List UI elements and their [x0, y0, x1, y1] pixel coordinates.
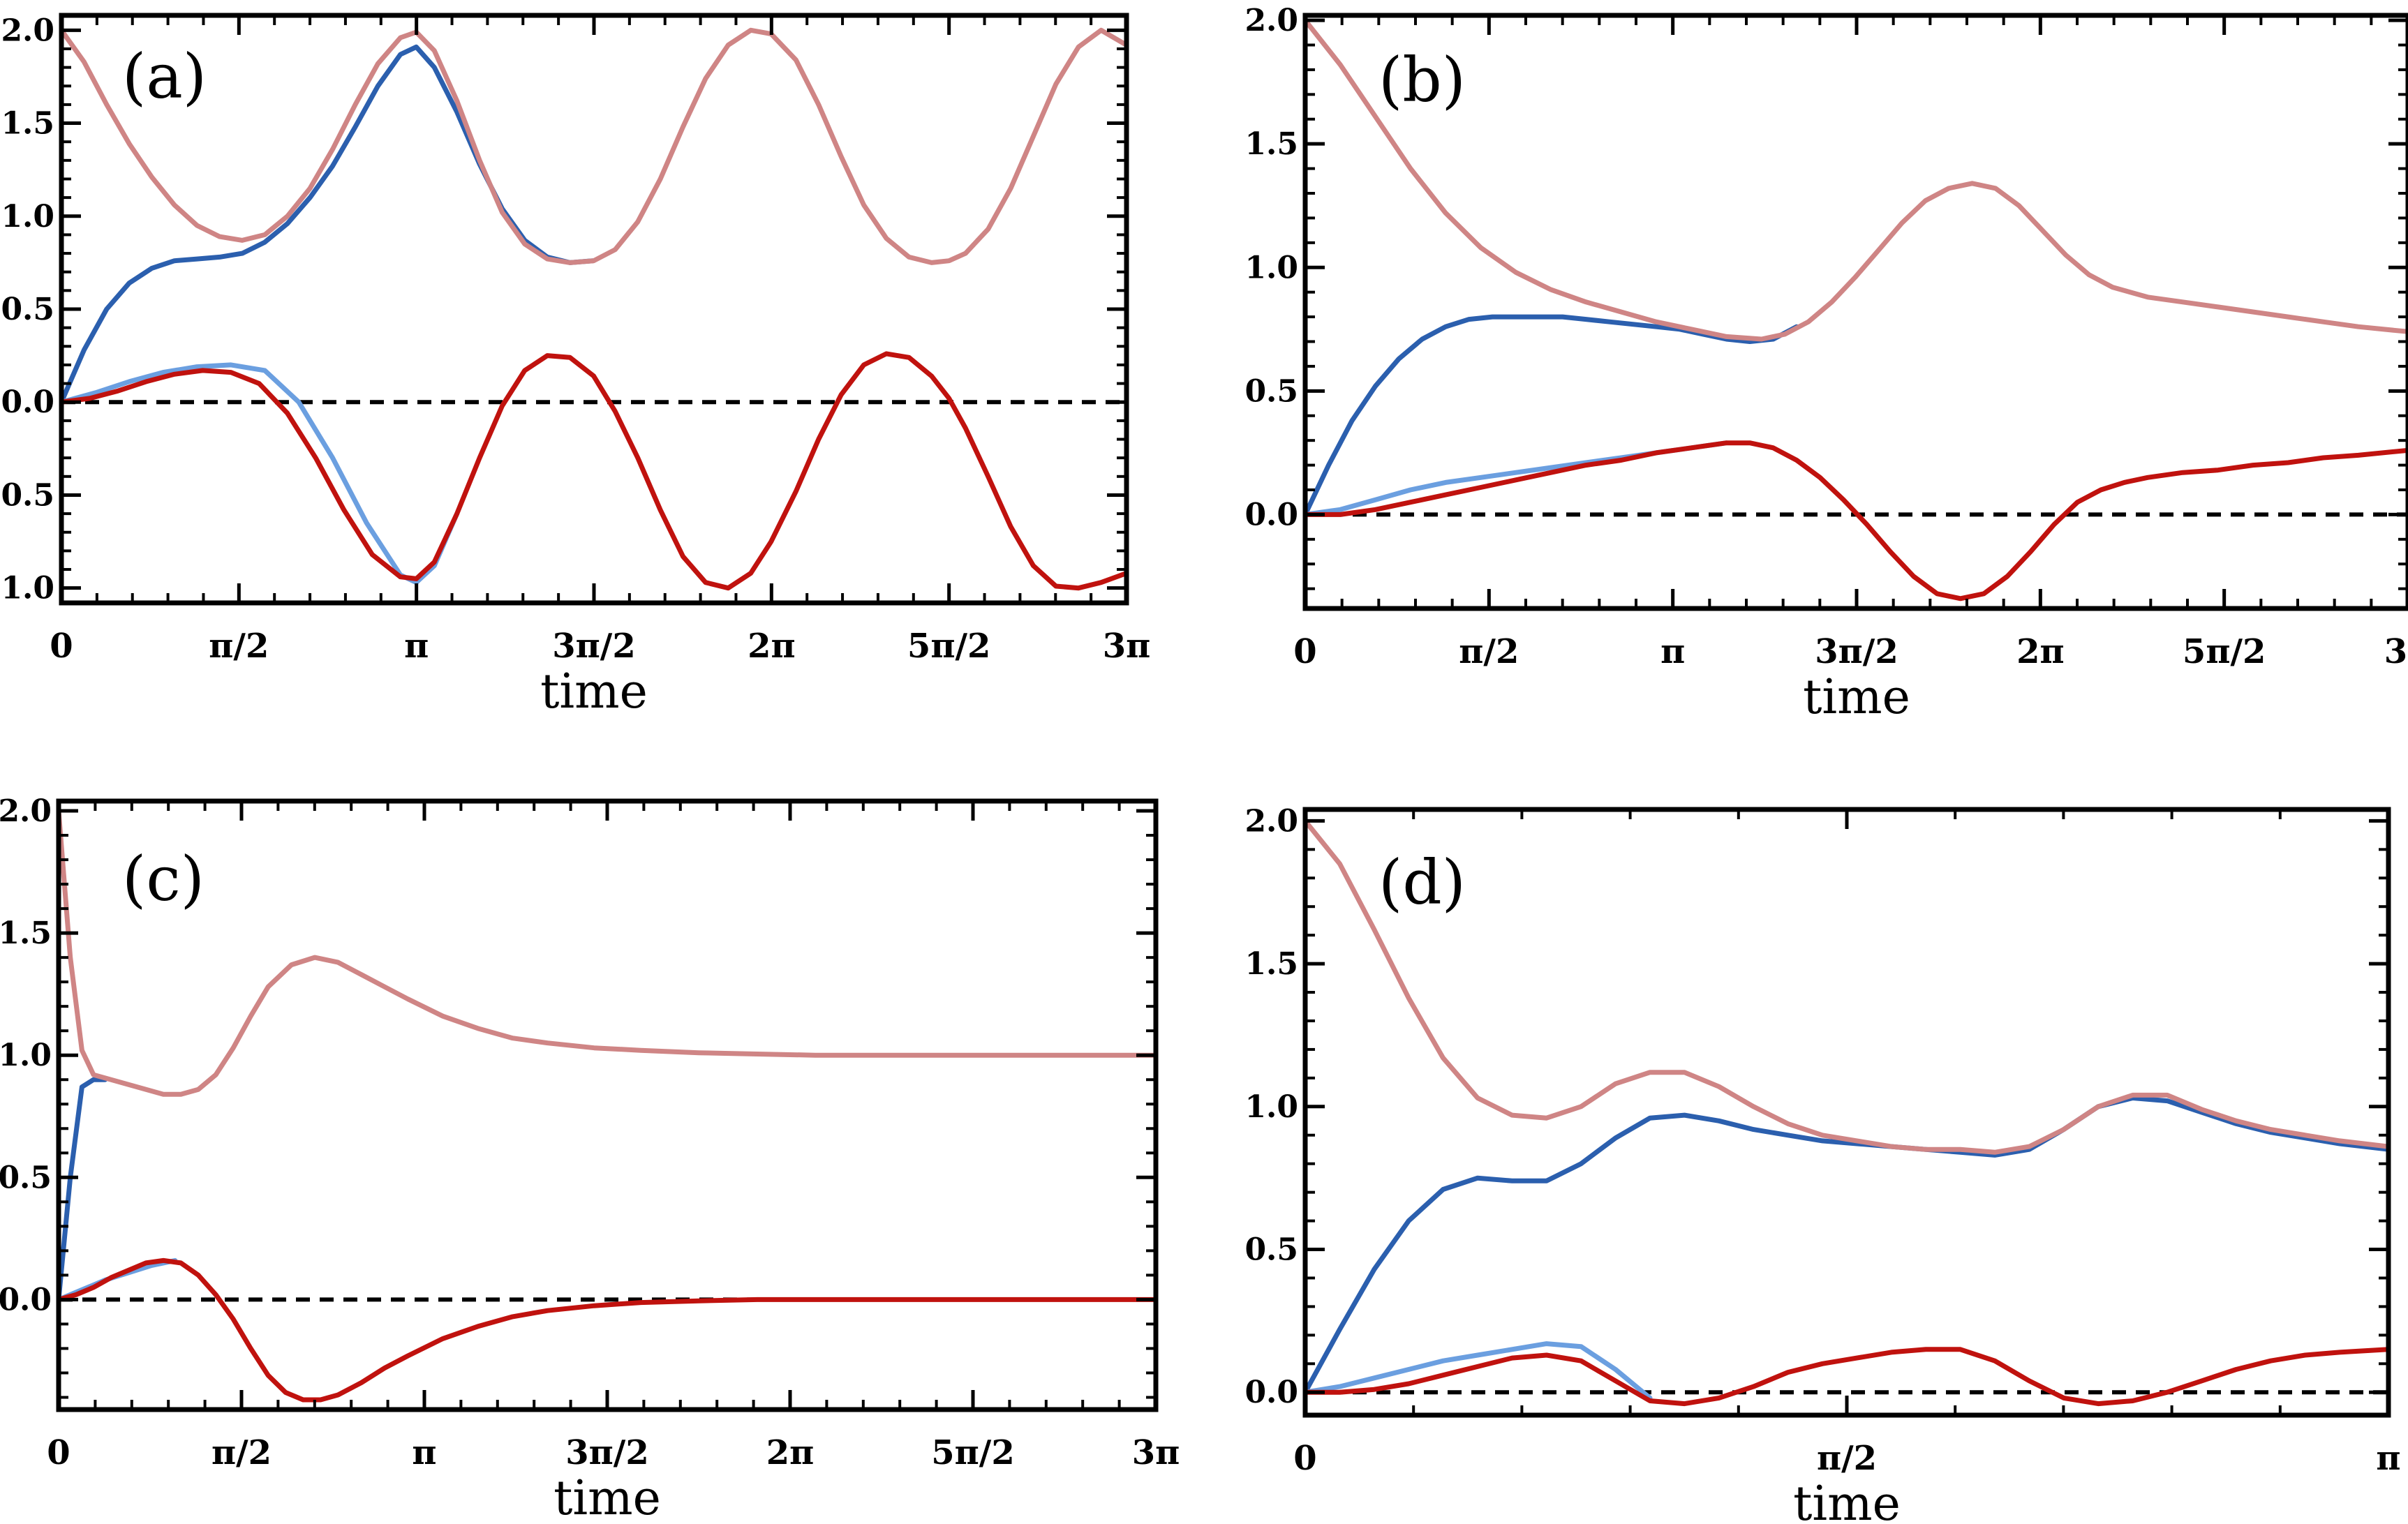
series-line-d-3 — [1305, 1341, 1653, 1400]
panel-label-d: (d) — [1378, 846, 1466, 918]
y-tick-label-c: 0.5 — [0, 1160, 52, 1195]
x-tick-label-b: π/2 — [1459, 632, 1519, 671]
x-tick-label-d: π/2 — [1817, 1439, 1877, 1478]
x-tick-label-c: π/2 — [211, 1433, 272, 1472]
series-line-d-2 — [1305, 818, 2388, 1155]
panel-label-b: (b) — [1378, 44, 1466, 116]
x-tick-label-b: 2π — [2016, 632, 2065, 671]
x-tick-label-b: 0 — [1293, 632, 1316, 671]
y-tick-label-b: 1.0 — [1244, 250, 1298, 285]
series-line-c-2 — [59, 808, 1156, 1097]
panel-d: 0 π/2 π 0.0 0.5 1.0 1.5 2.0 time (d) — [1244, 803, 2400, 1524]
y-tick-label-d: 0.0 — [1244, 1375, 1298, 1410]
plot-frame-c — [56, 798, 1159, 1412]
series-line-c-4 — [59, 1257, 1156, 1403]
plot-frame-d — [1302, 807, 2391, 1418]
panel-c: 0 π/2 π 3π/2 2π 5π/2 3π 0.0 0.5 1.0 1.5 2.0 time (c) — [0, 793, 1180, 1524]
x-tick-label-a: 0 — [50, 627, 73, 666]
series-group-b — [1305, 17, 2408, 602]
y-tick-label-c: 0.0 — [0, 1282, 52, 1317]
y-tick-label-a: 0.5 — [1, 292, 54, 327]
y-tick-label-a: 0.5 — [1, 477, 54, 513]
y-tick-label-d: 1.0 — [1244, 1089, 1298, 1125]
y-tick-label-a: 1.5 — [1, 106, 54, 142]
y-tick-label-d: 2.0 — [1244, 803, 1298, 839]
y-tick-label-a: 2.0 — [1, 13, 54, 48]
x-axis-title-d: time — [1793, 1477, 1901, 1524]
x-axis-title-a: time — [540, 664, 648, 719]
y-tick-label-c: 1.5 — [0, 916, 52, 951]
x-tick-label-c: 3π/2 — [565, 1433, 648, 1472]
y-tick-label-b: 2.0 — [1244, 3, 1298, 38]
series-line-a-2 — [61, 27, 1127, 265]
y-tick-label-b: 0.0 — [1244, 497, 1298, 532]
x-tick-label-b: π — [1660, 632, 1685, 671]
panel-a: 0 π/2 π 3π/2 2π 5π/2 3π 1.0 0.5 0.0 0.5 1.0 1.5 2.0 ti… — [1, 13, 1150, 719]
x-axis-title-c: time — [553, 1471, 661, 1524]
series-line-d-1 — [1305, 1096, 2388, 1395]
x-tick-label-b: 3π — [2384, 632, 2408, 671]
x-tick-label-c: 5π/2 — [931, 1433, 1014, 1472]
x-tick-label-a: 3π/2 — [552, 627, 635, 666]
y-tick-label-a: 0.0 — [1, 384, 54, 420]
x-tick-label-b: 5π/2 — [2183, 632, 2266, 671]
x-tick-label-c: 3π — [1132, 1433, 1180, 1472]
y-tick-label-a: 1.0 — [1, 199, 54, 234]
series-line-d-4 — [1305, 1347, 2388, 1407]
y-tick-label-b: 1.5 — [1244, 126, 1298, 162]
series-line-b-4 — [1305, 440, 2408, 602]
x-tick-label-a: 2π — [748, 627, 796, 666]
x-tick-label-b: 3π/2 — [1815, 632, 1898, 671]
x-tick-label-a: 5π/2 — [907, 627, 990, 666]
series-line-c-1 — [59, 1077, 108, 1302]
x-tick-label-d: π — [2376, 1439, 2400, 1478]
series-line-a-3 — [61, 362, 460, 585]
series-line-b-1 — [1305, 314, 1799, 517]
panel-b: 0 π/2 π 3π/2 2π 5π/2 3π 0.0 0.5 1.0 1.5 2.0 time (b) — [1244, 3, 2408, 725]
x-tick-label-c: 0 — [47, 1433, 70, 1472]
x-tick-label-a: π/2 — [209, 627, 269, 666]
x-tick-label-c: 2π — [766, 1433, 815, 1472]
x-axis-title-b: time — [1803, 670, 1910, 725]
y-tick-label-c: 1.0 — [0, 1038, 52, 1073]
panel-label-a: (a) — [122, 40, 207, 112]
y-tick-label-c: 2.0 — [0, 793, 52, 829]
x-tick-label-a: π — [404, 627, 429, 666]
x-tick-label-a: 3π — [1103, 627, 1151, 666]
panel-label-c: (c) — [122, 843, 205, 915]
series-group-c — [59, 808, 1156, 1403]
series-group-d — [1305, 818, 2388, 1407]
y-tick-label-b: 0.5 — [1244, 373, 1298, 409]
y-tick-label-d: 1.5 — [1244, 946, 1298, 982]
series-line-a-4 — [61, 351, 1127, 591]
series-group-a — [61, 27, 1127, 591]
series-line-b-2 — [1305, 17, 2408, 342]
plot-frame-a — [59, 13, 1129, 606]
x-tick-label-c: π — [412, 1433, 436, 1472]
y-tick-label-a: 1.0 — [1, 571, 54, 606]
y-tick-label-d: 0.5 — [1244, 1232, 1298, 1268]
x-tick-label-d: 0 — [1293, 1439, 1316, 1478]
